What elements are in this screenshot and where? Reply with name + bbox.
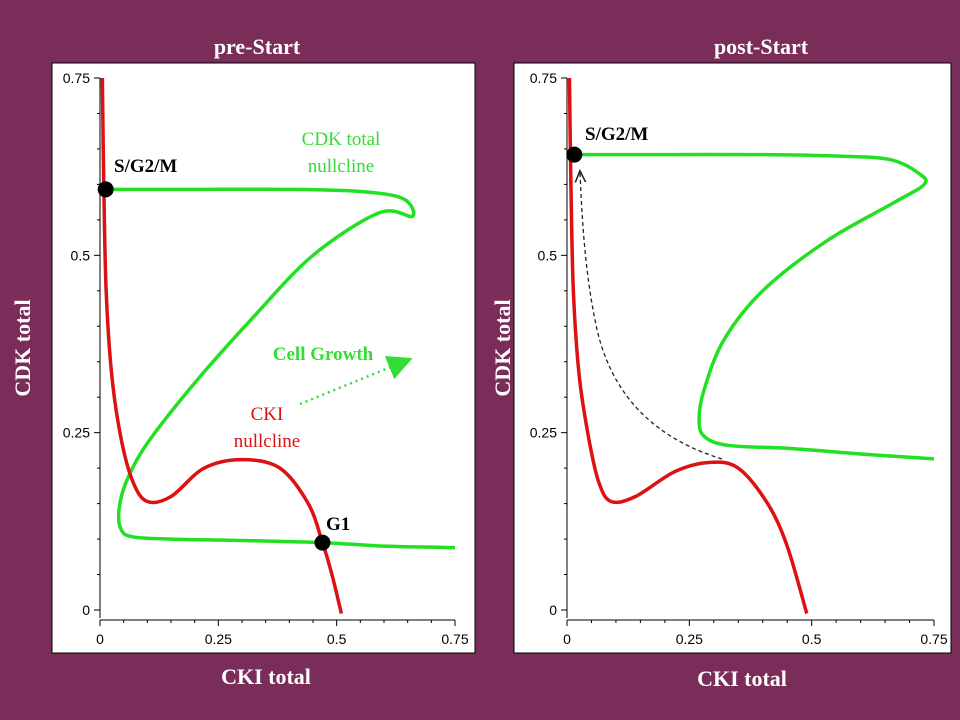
cki-nullcline-0 (100, 77, 344, 614)
label-cdk-nullcline-2: nullcline (308, 156, 374, 177)
y-tick-label-0-0: 0 (82, 602, 90, 618)
label-cell-growth: Cell Growth (273, 344, 374, 365)
state-label-g1: G1 (326, 514, 350, 535)
x-tick-label-1-1: 0.25 (676, 631, 703, 647)
y-tick-label-0-1: 0.25 (63, 425, 90, 441)
plot-area-0 (51, 62, 476, 654)
cdk-nullcline-0 (104, 187, 456, 550)
state-point-0-1 (314, 534, 331, 551)
label-cki-nullcline-2: nullcline (234, 431, 300, 452)
state-label-sg2m-post: S/G2/M (585, 124, 648, 145)
y-tick-label-0-3: 0.75 (63, 70, 90, 86)
cki-nullcline-1 (567, 77, 809, 615)
y-tick-label-1-1: 0.25 (530, 425, 557, 441)
x-tick-label-0-0: 0 (96, 631, 104, 647)
label-cdk-nullcline-1: CDK total (302, 129, 381, 150)
label-cki-nullcline-1: CKI (251, 404, 284, 425)
state-point-1-0 (566, 146, 583, 163)
x-tick-label-1-3: 0.75 (920, 631, 947, 647)
chart-title-pre-start: pre-Start (213, 34, 301, 59)
y-tick-label-0-2: 0.5 (71, 247, 91, 263)
cell-growth-arrow (299, 355, 413, 406)
state-label-sg2m-pre: S/G2/M (114, 156, 177, 177)
x-tick-label-0-3: 0.75 (441, 631, 468, 647)
y-tick-label-1-2: 0.5 (538, 247, 558, 263)
x-axis-label-pre-start: CKI total (221, 664, 311, 689)
trajectory-arrow (580, 172, 723, 460)
state-point-0-0 (97, 181, 114, 198)
x-tick-label-0-1: 0.25 (205, 631, 232, 647)
x-axis-label-post-start: CKI total (697, 666, 787, 691)
y-tick-label-1-0: 0 (549, 602, 557, 618)
cdk-nullcline-1 (574, 152, 935, 461)
chart-title-post-start: post-Start (713, 34, 809, 59)
x-tick-label-1-0: 0 (563, 631, 571, 647)
y-tick-label-1-3: 0.75 (530, 70, 557, 86)
x-tick-label-1-2: 0.5 (802, 631, 822, 647)
x-tick-label-0-2: 0.5 (327, 631, 347, 647)
plot-area-1 (513, 62, 952, 654)
